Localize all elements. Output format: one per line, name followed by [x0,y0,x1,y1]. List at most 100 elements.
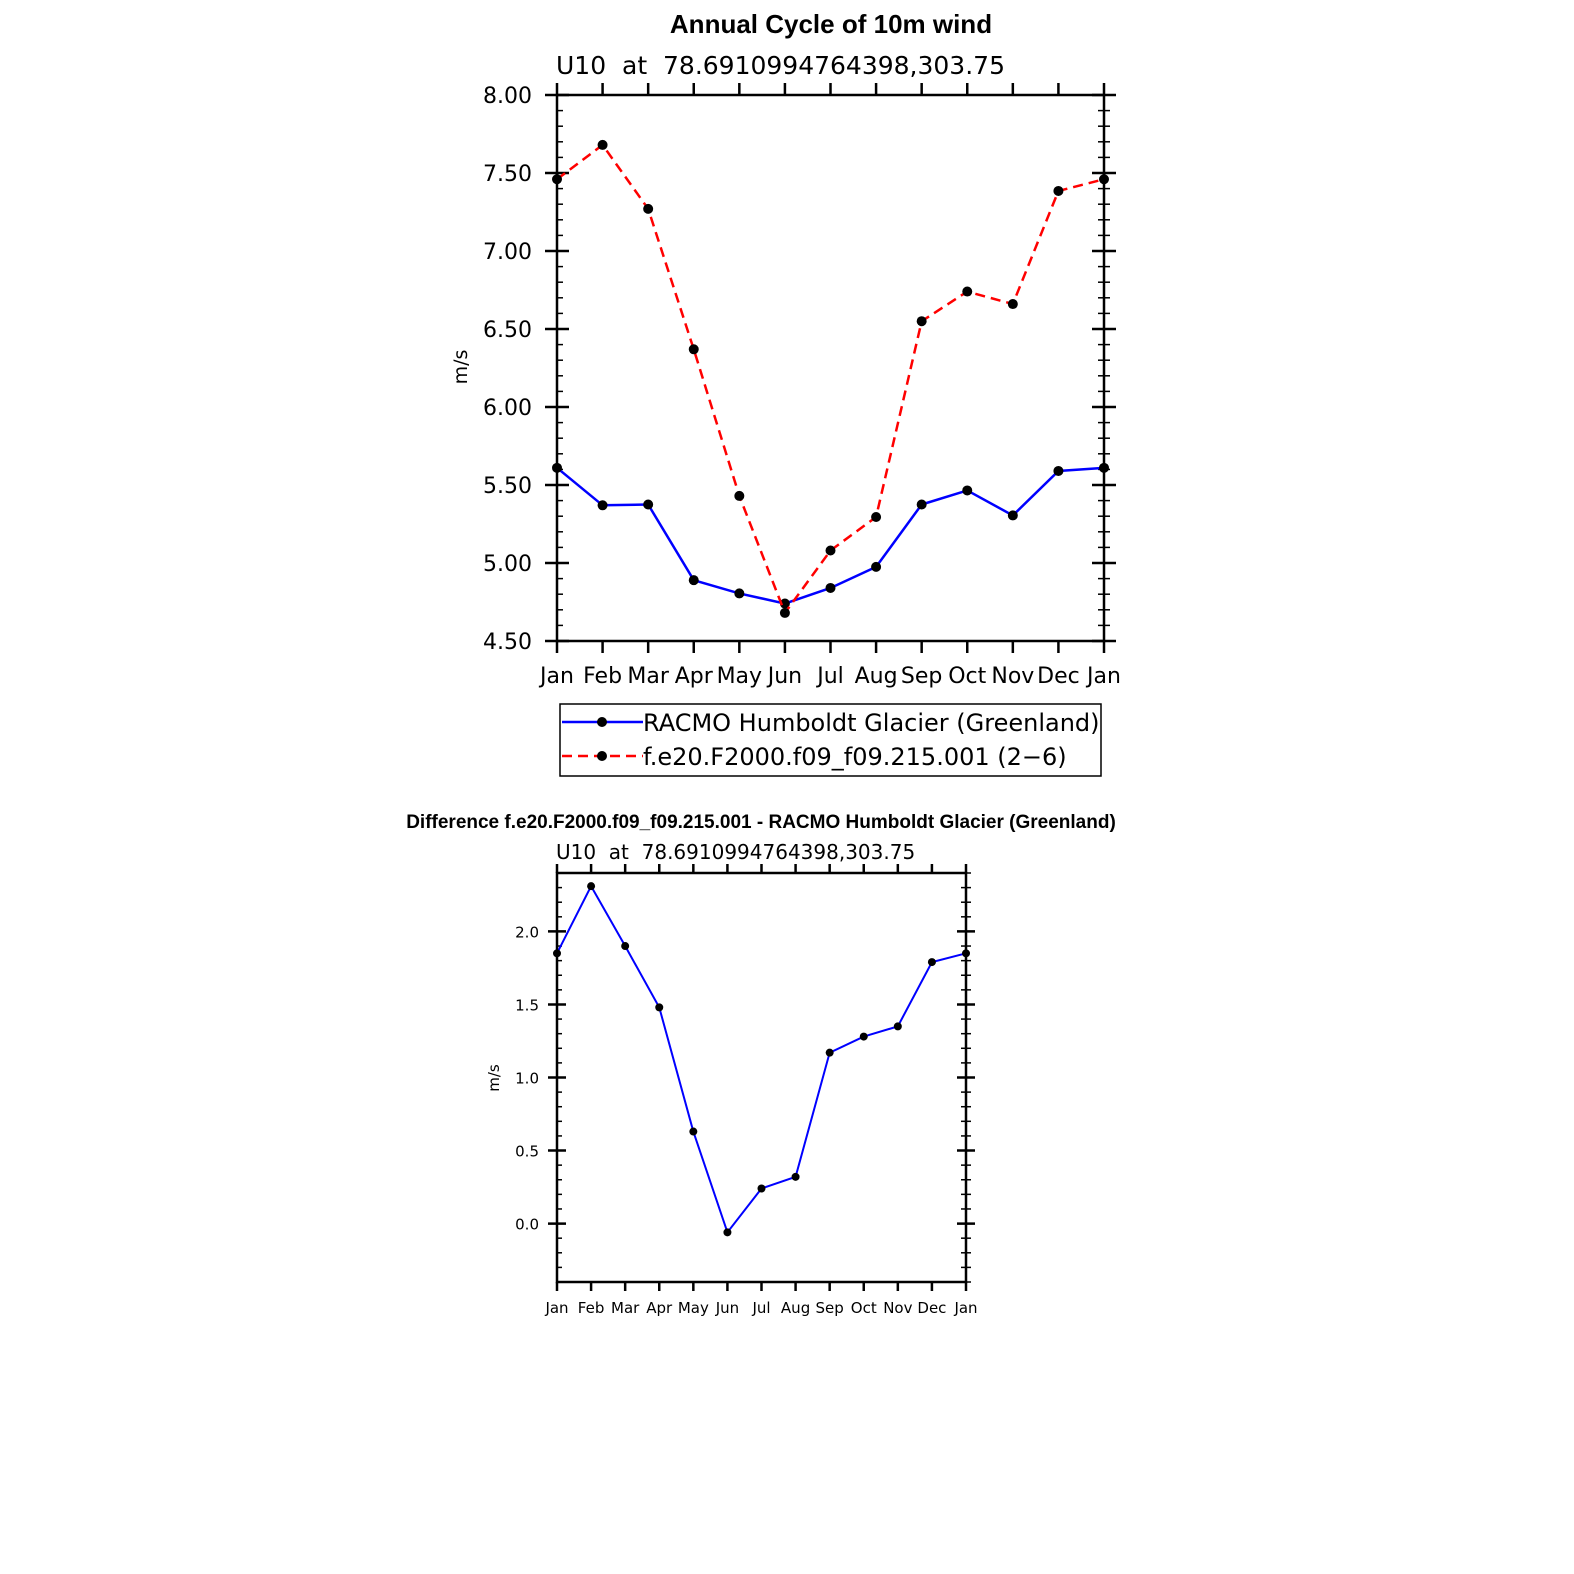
y-tick-label: 6.50 [483,318,532,343]
y-tick-label: 2.0 [515,923,539,941]
data-point [688,575,699,586]
y-tick-label: 4.50 [483,630,532,655]
data-point [916,316,927,327]
x-tick-label: Aug [781,1299,810,1317]
data-point [825,582,836,593]
difference-chart: Difference f.e20.F2000.f09_f09.215.001 -… [406,812,1116,1317]
y-tick-label: 5.50 [483,474,532,499]
legend-box [559,703,1102,777]
x-tick-label: Feb [578,1299,605,1317]
data-point [871,561,882,572]
data-point [643,203,654,214]
series-group [552,139,1109,618]
series-group [553,882,970,1237]
x-tick-label: Jan [544,1299,568,1317]
x-tick-label: Dec [1037,664,1080,689]
y-tick-label: 5.00 [483,552,532,577]
data-point [1007,299,1018,310]
x-tick-label: Jul [751,1299,770,1317]
plot-frame [555,871,968,1284]
y-tick-label: 0.5 [515,1143,539,1161]
data-point [597,500,608,511]
x-tick-label: May [717,664,762,689]
data-point [779,598,790,609]
data-point [1099,462,1109,473]
legend-label-model: f.e20.F2000.f09_f09.215.001 (2−6) [643,743,1067,771]
x-tick-label: Apr [675,664,714,689]
legend-marker-model [597,751,607,761]
x-tick-label: Mar [611,1299,640,1317]
x-tick-label: Feb [583,664,622,689]
data-point [916,499,927,510]
data-point [757,1184,766,1193]
x-tick-label: Jul [815,664,844,689]
y-axis-label: m/s [450,350,472,385]
y-tick-labels: 0.0 0.5 1.0 1.5 2.0 [515,923,539,1233]
x-tick-label: Nov [883,1299,912,1317]
chart-subtitle: U10 at 78.6910994764398,303.75 [556,840,915,864]
y-tick-label: 8.00 [483,84,532,109]
data-point [927,958,936,967]
data-point [723,1228,732,1237]
y-tick-label: 6.00 [483,396,532,421]
data-point [1099,174,1109,185]
x-tick-label: Oct [851,1299,877,1317]
y-tick-label: 0.0 [515,1216,539,1234]
x-tick-labels: Jan Feb Mar Apr May Jun Jul Aug Sep Oct Nov Dec Jan [544,1299,977,1317]
data-point [962,485,973,496]
data-point [825,545,836,556]
x-tick-label: Dec [917,1299,946,1317]
x-tick-label: May [678,1299,709,1317]
x-tick-label: Apr [646,1299,673,1317]
data-point [825,1048,834,1057]
data-point [689,1127,698,1136]
data-point [779,607,790,618]
data-point [597,139,608,150]
x-tick-label: Aug [855,664,898,689]
data-point [1053,465,1064,476]
y-tick-label: 7.00 [483,240,532,265]
legend: RACMO Humboldt Glacier (Greenland) f.e20… [559,703,1102,777]
data-point [871,511,882,522]
y-tick-label: 1.0 [515,1070,539,1088]
x-tick-label: Mar [627,664,669,689]
data-point [962,949,970,958]
x-tick-label: Jun [766,664,802,689]
data-point [552,174,562,185]
y-tick-label: 1.5 [515,996,539,1014]
data-point [734,490,745,501]
data-point [893,1022,902,1031]
x-tick-label: Sep [901,664,942,689]
data-point [688,344,699,355]
data-point [962,286,973,297]
data-point [734,588,745,599]
chart-title: Difference f.e20.F2000.f09_f09.215.001 -… [406,812,1116,833]
x-tick-label: Jan [538,664,574,689]
x-tick-labels: Jan Feb Mar Apr May Jun Jul Aug Sep Oct Nov Dec Jan [538,664,1121,689]
legend-label-racmo: RACMO Humboldt Glacier (Greenland) [643,709,1100,737]
y-axis-label: m/s [485,1064,503,1092]
annual-cycle-chart: Annual Cycle of 10m wind U10 at 78.69109… [450,9,1121,777]
x-tick-label: Jan [953,1299,977,1317]
y-tick-labels: 4.50 5.00 5.50 6.00 6.50 7.00 7.50 8.00 [483,84,532,655]
data-point [1053,185,1064,196]
y-tick-label: 7.50 [483,162,532,187]
chart-title: Annual Cycle of 10m wind [670,9,992,39]
plot-frame [555,93,1106,643]
legend-marker-racmo [597,717,607,727]
data-point [655,1003,664,1012]
x-tick-label: Jun [715,1299,739,1317]
chart-subtitle: U10 at 78.6910994764398,303.75 [556,51,1005,80]
data-point [1007,510,1018,521]
data-point [791,1172,800,1181]
x-tick-label: Sep [816,1299,844,1317]
data-point [553,949,561,958]
x-tick-label: Jan [1085,664,1121,689]
data-point [859,1032,868,1041]
x-tick-label: Nov [991,664,1034,689]
data-point [621,942,630,951]
data-point [643,499,654,510]
data-point [587,882,596,891]
data-point [552,462,562,473]
